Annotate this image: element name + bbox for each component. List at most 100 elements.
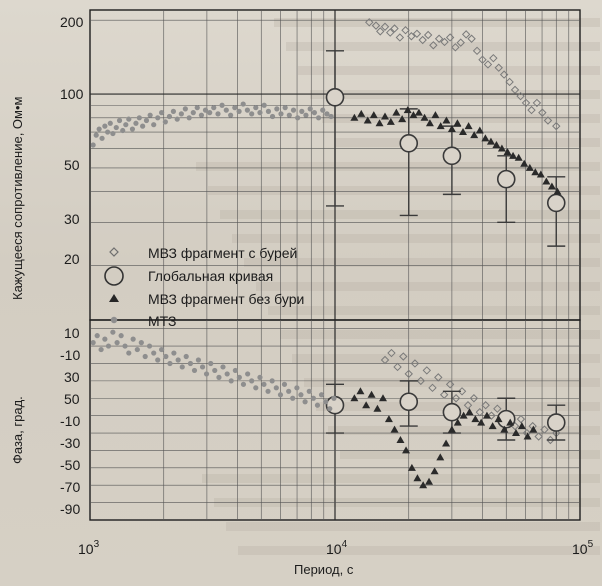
nostorm-point (482, 411, 491, 419)
nostorm-point (442, 116, 451, 124)
nostorm-point (531, 168, 540, 176)
nostorm-point (517, 422, 526, 430)
nostorm-point (459, 411, 468, 419)
mt-point (278, 111, 284, 117)
nostorm-point (430, 467, 439, 475)
mt-point (90, 142, 96, 148)
global-curve-point (399, 133, 419, 153)
nostorm-point (523, 432, 532, 440)
resistivity-series-filled-dot (90, 101, 334, 148)
y-tick-p1: -10 (60, 347, 80, 363)
nostorm-point (464, 122, 473, 130)
mt-point (138, 340, 144, 346)
background-text-line (298, 66, 600, 75)
mt-point (99, 135, 105, 141)
storm-point (461, 30, 471, 39)
storm-point (510, 85, 520, 95)
mt-point (129, 126, 136, 132)
mt-point (105, 129, 111, 135)
mt-point (236, 108, 242, 114)
y-ticks-bottom: 10 -10 30 50 -10 -30 -50 -70 -90 (60, 325, 80, 517)
background-text-line (196, 162, 600, 171)
mt-point (182, 106, 188, 112)
phase-axis-label: Фаза, град. (10, 396, 25, 464)
mt-point (102, 336, 108, 342)
nostorm-point (492, 140, 501, 148)
nostorm-point (506, 418, 515, 426)
nostorm-point (386, 117, 395, 125)
nostorm-point (381, 112, 390, 120)
storm-point (478, 55, 487, 64)
legend-item-nostorm: МВЗ фрагмент без бури (109, 291, 304, 307)
legend-label-mt: МТЗ (148, 313, 177, 329)
mt-point (211, 105, 217, 111)
mt-point (199, 364, 206, 370)
nostorm-point (369, 111, 378, 119)
background-text-line (322, 114, 600, 123)
storm-point (376, 27, 385, 36)
storm-point (481, 401, 490, 410)
mt-point (162, 119, 168, 125)
storm-point (456, 38, 465, 47)
mt-point (212, 367, 218, 374)
background-text-line (202, 474, 600, 483)
mt-point (240, 381, 247, 387)
legend-item-storm: МВЗ фрагмент с бурей (109, 245, 297, 261)
mt-point (244, 107, 251, 113)
mt-point (269, 378, 275, 384)
mt-point (318, 392, 325, 398)
mt-point (311, 110, 318, 116)
storm-point (371, 21, 381, 30)
global-curve-point (546, 193, 566, 213)
mt-point (151, 350, 157, 356)
global-curve-point (442, 402, 462, 422)
nostorm-point (390, 425, 399, 433)
nostorm-point (536, 170, 545, 178)
mt-point (90, 340, 96, 346)
storm-point (543, 116, 553, 125)
mt-point (120, 127, 126, 134)
nostorm-point (396, 436, 405, 443)
mt-point (96, 126, 102, 132)
legend-diamond-marker (109, 247, 119, 257)
mt-point (298, 392, 304, 398)
background-page-text (196, 18, 600, 555)
storm-point (546, 435, 555, 445)
mt-point (220, 364, 226, 370)
nostorm-point (542, 177, 551, 185)
legend-item-global: Глобальная кривая (104, 266, 273, 286)
background-text-line (286, 42, 600, 51)
nostorm-point (553, 187, 562, 195)
nostorm-point (431, 111, 440, 119)
storm-point (407, 32, 416, 41)
nostorm-point (500, 425, 509, 433)
mt-point (269, 113, 276, 120)
nostorm-point (529, 425, 538, 433)
nostorm-point (436, 453, 445, 461)
y-tick-p8: -90 (60, 501, 80, 517)
mt-point (123, 122, 129, 128)
background-text-line (328, 426, 600, 435)
mt-point (219, 102, 225, 108)
x-tick-1e4: 104 (326, 539, 348, 557)
storm-point (516, 91, 525, 101)
nostorm-point (481, 134, 490, 142)
storm-point (410, 359, 420, 368)
storm-point (390, 24, 399, 33)
mt-point (286, 112, 292, 118)
global-curve-point (399, 392, 419, 412)
storm-point (534, 432, 543, 441)
storm-point (439, 390, 449, 399)
background-text-line (238, 546, 600, 555)
mt-point (323, 399, 329, 405)
y-tick-p7: -70 (60, 479, 80, 495)
mt-point (303, 112, 309, 118)
mt-point (223, 107, 229, 113)
nostorm-point (477, 418, 486, 426)
y-tick-p4: -10 (60, 413, 80, 429)
mt-point (224, 371, 230, 377)
nostorm-point (509, 151, 518, 159)
nostorm-point (512, 429, 521, 437)
nostorm-point (413, 474, 422, 482)
background-text-line (274, 18, 600, 27)
